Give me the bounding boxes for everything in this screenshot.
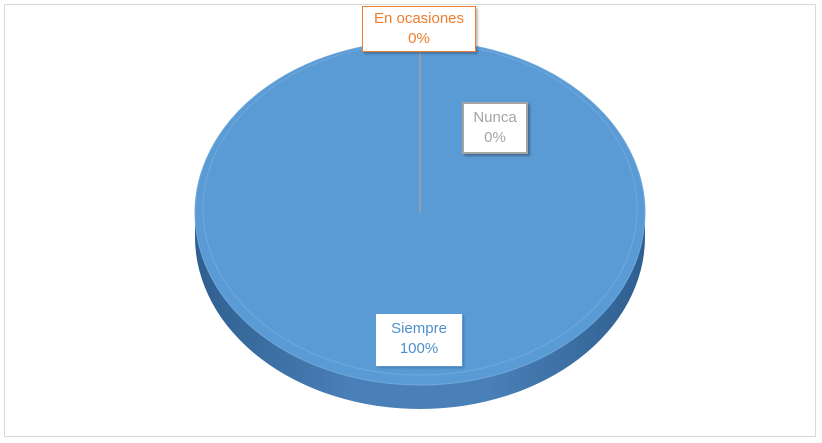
data-label-siempre-percent: 100%: [399, 340, 439, 357]
data-label-siempre-name: Siempre: [391, 320, 447, 337]
data-label-nunca-percent: 0%: [484, 129, 506, 146]
data-label-siempre: Siempre 100%: [376, 314, 462, 366]
data-label-nunca-name: Nunca: [473, 109, 517, 126]
data-label-en-ocasiones: En ocasiones 0%: [362, 6, 476, 52]
data-label-en-ocasiones-percent: 0%: [408, 30, 430, 47]
data-label-en-ocasiones-name: En ocasiones: [373, 10, 465, 27]
data-label-nunca: Nunca 0%: [462, 102, 528, 154]
